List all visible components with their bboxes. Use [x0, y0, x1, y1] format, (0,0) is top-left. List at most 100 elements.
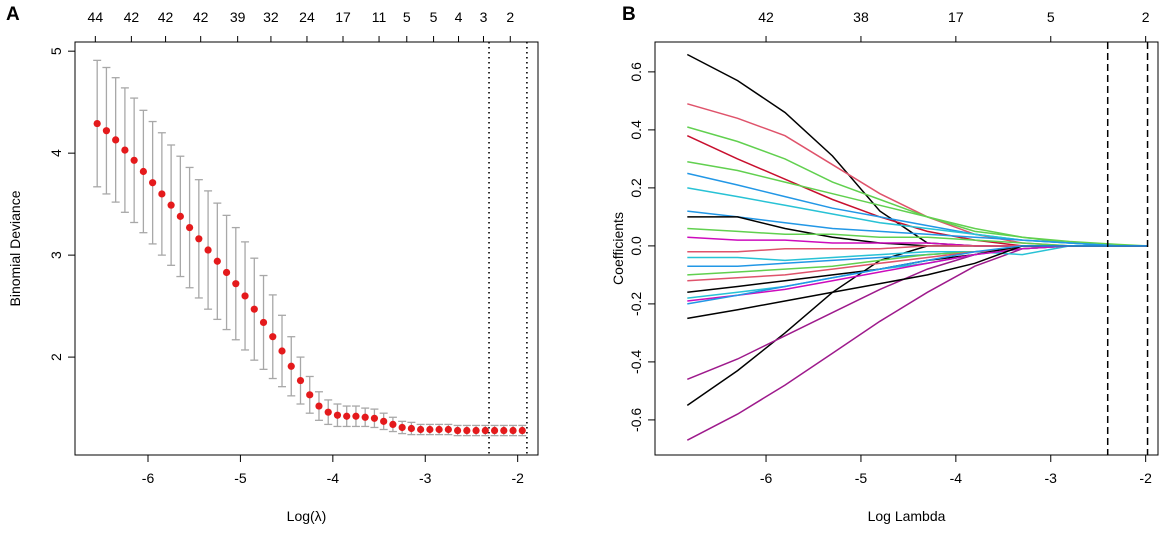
top-tick-label: 4	[455, 9, 463, 25]
point	[149, 179, 157, 187]
top-tick-label: 42	[758, 9, 774, 25]
y-axis-label: Coefficients	[610, 212, 626, 285]
point	[121, 146, 129, 154]
x-tick-label: -6	[760, 470, 773, 486]
coef-path	[686, 245, 1148, 407]
point	[158, 190, 166, 198]
point	[139, 167, 147, 176]
top-tick-label: 39	[230, 9, 246, 25]
point	[352, 412, 360, 420]
point	[490, 426, 499, 435]
y-tick-label: -0.2	[628, 292, 644, 316]
coef-path	[687, 245, 1148, 299]
y-axis-label: Binomial Deviance	[7, 190, 23, 306]
y-tick-label: 0.4	[628, 120, 644, 140]
point	[380, 417, 388, 425]
top-tick-label: 11	[372, 9, 387, 25]
y-tick-label: -0.4	[628, 350, 644, 374]
point	[296, 376, 305, 385]
point	[453, 426, 462, 435]
coef-path	[686, 53, 1148, 247]
point	[426, 425, 434, 434]
point	[407, 424, 415, 433]
top-tick-label: 3	[480, 9, 488, 25]
x-tick-label: -2	[511, 470, 524, 486]
panel-label: A	[6, 4, 20, 25]
top-tick-label: 24	[299, 9, 315, 25]
x-tick-label: -3	[419, 470, 432, 486]
point	[463, 426, 471, 435]
point	[306, 391, 314, 399]
y-tick-label: -0.6	[628, 408, 644, 432]
point	[287, 362, 295, 370]
top-tick-label: 2	[1142, 9, 1150, 25]
point	[444, 425, 452, 434]
plot-frame	[654, 41, 1159, 456]
y-tick-label: 0.0	[628, 236, 644, 256]
point	[278, 347, 286, 355]
top-tick-label: 32	[263, 9, 279, 25]
point	[204, 246, 212, 254]
y-tick-label: 0.2	[628, 178, 644, 198]
point	[167, 201, 175, 209]
point	[185, 223, 194, 232]
y-tick-label: 0.6	[628, 62, 644, 82]
top-tick-label: 5	[403, 9, 411, 25]
coef-path	[686, 245, 1148, 441]
plot-frame	[74, 41, 539, 456]
point	[509, 426, 517, 435]
top-tick-label: 17	[335, 9, 351, 25]
x-tick-label: -6	[142, 470, 155, 486]
x-tick-label: -5	[855, 470, 868, 486]
x-tick-label: -3	[1045, 470, 1058, 486]
top-tick-label: 38	[853, 9, 869, 25]
point	[102, 127, 111, 135]
point	[333, 411, 342, 419]
y-tick-label: 3	[48, 251, 64, 259]
point	[500, 426, 508, 435]
coef-path	[687, 172, 1148, 247]
point	[417, 425, 425, 434]
x-axis-label: Log Lambda	[868, 508, 946, 524]
point	[130, 156, 138, 164]
point	[259, 318, 268, 327]
point	[269, 333, 277, 341]
top-tick-label: 42	[193, 9, 209, 25]
point	[93, 119, 101, 128]
x-tick-label: -4	[950, 470, 963, 486]
coef-path	[687, 245, 1148, 320]
coef-path	[686, 135, 1148, 247]
x-tick-label: -4	[327, 470, 340, 486]
point	[481, 426, 489, 435]
point	[343, 412, 351, 420]
point	[324, 408, 332, 416]
point	[213, 257, 221, 265]
top-tick-label: 5	[1047, 9, 1055, 25]
y-tick-label: 5	[48, 47, 64, 55]
top-tick-label: 17	[948, 9, 964, 25]
top-tick-label: 5	[430, 9, 438, 25]
panel-label: B	[622, 4, 636, 25]
point	[232, 280, 240, 288]
point	[250, 305, 258, 313]
x-axis-label: Log(λ)	[287, 508, 327, 524]
point	[370, 414, 379, 422]
coef-path	[687, 245, 1148, 305]
point	[112, 136, 120, 144]
point	[176, 212, 184, 220]
y-tick-label: 2	[48, 353, 64, 361]
point	[389, 420, 397, 429]
coef-path	[687, 245, 1148, 380]
coef-path	[687, 210, 1148, 247]
point	[361, 413, 369, 421]
top-tick-label: 42	[124, 9, 140, 25]
point	[518, 426, 526, 435]
point	[398, 423, 406, 432]
point	[195, 235, 203, 243]
top-tick-label: 44	[88, 9, 104, 25]
point	[472, 426, 480, 435]
x-tick-label: -5	[234, 470, 247, 486]
x-tick-label: -2	[1139, 470, 1152, 486]
